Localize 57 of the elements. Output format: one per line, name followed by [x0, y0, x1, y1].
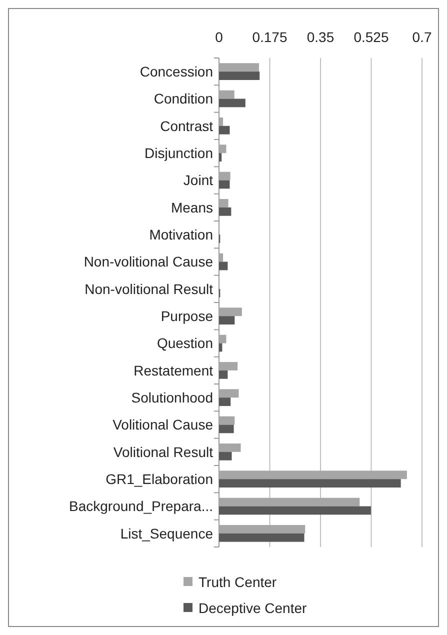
- bar: [219, 524, 306, 534]
- y-tick-label: Background_Prepara...: [69, 498, 213, 514]
- bar: [219, 153, 222, 162]
- bar: [219, 308, 242, 316]
- bar: [219, 253, 224, 262]
- bar: [219, 506, 371, 515]
- x-tick-label: 0.35: [306, 29, 334, 45]
- y-tick-label: Purpose: [160, 308, 214, 324]
- y-tick-label: Solutionhood: [131, 389, 213, 406]
- bar: [219, 416, 235, 425]
- y-tick-label: Joint: [183, 172, 214, 188]
- bar: [219, 443, 241, 452]
- x-tick-label: 0.525: [354, 29, 389, 45]
- legend-label: Truth Center: [198, 574, 277, 590]
- y-tick-label: Non-volitional Cause: [84, 254, 214, 270]
- bar: [219, 63, 260, 72]
- bar: [219, 98, 246, 108]
- bar: [219, 144, 226, 154]
- bar: [219, 362, 238, 370]
- y-tick-label: Motivation: [149, 226, 213, 242]
- x-tick-label: 0: [215, 29, 224, 45]
- bar: [219, 452, 232, 460]
- bar: [219, 498, 360, 506]
- bar: [219, 126, 230, 134]
- y-tick-label: List_Sequence: [120, 525, 214, 542]
- bar: [219, 262, 228, 270]
- y-tick-label: Question: [156, 335, 213, 352]
- bar: [219, 479, 401, 488]
- y-tick-label: Volitional Cause: [112, 416, 214, 433]
- bar: [219, 370, 228, 379]
- y-tick-label: Non-volitional Result: [84, 280, 214, 297]
- bar: [219, 470, 407, 480]
- bar: [219, 334, 226, 344]
- bar: [219, 117, 224, 126]
- bar: [219, 72, 260, 80]
- y-tick-label: Condition: [154, 90, 213, 107]
- y-tick-label: Concession: [140, 63, 213, 80]
- y-tick-label: Disjunction: [144, 144, 213, 161]
- x-tick-label: 0.7: [412, 29, 432, 45]
- y-tick-label: GR1_Elaboration: [106, 470, 213, 487]
- x-tick-label: 0.175: [252, 29, 288, 45]
- bar: [219, 172, 230, 180]
- bar: [219, 90, 234, 99]
- y-tick-label: Restatement: [134, 362, 214, 378]
- bar: [219, 207, 232, 216]
- bar: [219, 316, 235, 325]
- bar: [219, 398, 231, 406]
- y-tick-label: Volitional Result: [113, 444, 214, 460]
- legend-label: Deceptive Center: [198, 600, 308, 616]
- bar: [219, 180, 230, 189]
- bar: [219, 389, 239, 398]
- bar: [219, 533, 304, 542]
- bar: [219, 343, 222, 352]
- y-tick-label: Contrast: [160, 118, 214, 134]
- y-tick-label: Means: [170, 199, 213, 216]
- bar: [219, 198, 228, 208]
- bar: [219, 424, 234, 434]
